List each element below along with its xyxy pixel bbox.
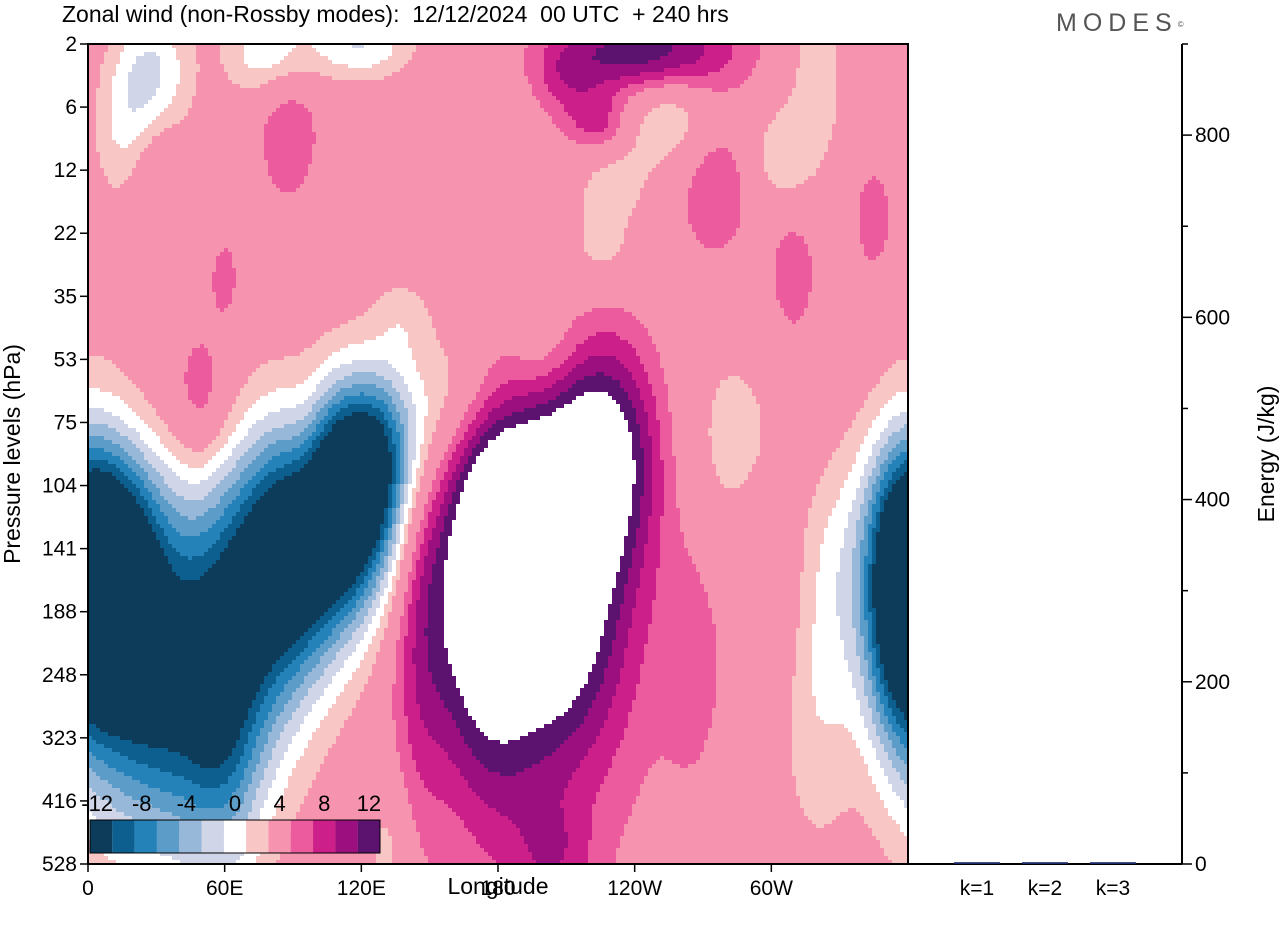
colorbar-swatch xyxy=(268,820,291,853)
logo-mark: © xyxy=(1177,20,1184,29)
colorbar: -12 -8 -4 0 4 8 12 xyxy=(81,791,381,854)
colorbar-swatch xyxy=(223,820,247,853)
x-tick-label: 60E xyxy=(206,877,243,900)
x-tick-label: 60W xyxy=(750,877,793,900)
energy-category-label: k=1 xyxy=(960,877,994,900)
colorbar-swatch xyxy=(335,820,358,853)
colorbar-label: -8 xyxy=(132,791,152,816)
colorbar-label: -12 xyxy=(81,791,113,816)
x-tick-label: 120W xyxy=(607,877,662,900)
logo-text: MODES xyxy=(1056,9,1178,37)
energy-bar xyxy=(1090,862,1136,864)
energy-bar xyxy=(1022,862,1068,864)
colorbar-frame xyxy=(89,819,381,854)
x-tick-label: 120E xyxy=(337,877,386,900)
modes-logo: MODES© xyxy=(1056,8,1184,38)
contour-field xyxy=(88,44,908,864)
y-tick-label: 2 xyxy=(65,33,77,56)
energy-tick-label: 0 xyxy=(1195,853,1207,876)
y-tick-label: 323 xyxy=(42,727,77,750)
colorbar-label: 12 xyxy=(357,791,381,816)
y-axis-title: Pressure levels (hPa) xyxy=(0,344,25,564)
colorbar-swatch xyxy=(112,820,135,853)
x-tick-label: 0 xyxy=(82,877,94,900)
y-tick-label: 6 xyxy=(65,96,77,119)
pressure-axis: 2 6 12 22 35 53 75 104 141 188 248 323 416 528 xyxy=(42,33,88,876)
energy-bar xyxy=(954,862,1000,864)
colorbar-swatch xyxy=(156,820,180,853)
chart-title: Zonal wind (non-Rossby modes): 12/12/202… xyxy=(62,1,729,27)
colorbar-swatch xyxy=(134,820,157,853)
y-tick-label: 248 xyxy=(42,664,77,687)
energy-tick-label: 200 xyxy=(1195,671,1230,694)
y-tick-label: 12 xyxy=(54,159,77,182)
energy-category-label: k=3 xyxy=(1096,877,1130,900)
energy-axis-title: Energy (J/kg) xyxy=(1253,386,1279,523)
y-tick-label: 22 xyxy=(54,222,77,245)
longitude-axis: 0 60E 120E 180 120W 60W xyxy=(82,864,793,900)
x-axis-title: Longitude xyxy=(447,873,548,899)
colorbar-swatch xyxy=(290,820,314,853)
y-tick-label: 528 xyxy=(42,853,77,876)
y-tick-label: 75 xyxy=(54,411,77,434)
y-tick-label: 188 xyxy=(42,601,77,624)
y-tick-label: 53 xyxy=(54,348,77,371)
colorbar-swatch xyxy=(357,820,380,853)
x-tick-label: 180 xyxy=(480,877,515,900)
colorbar-label: 8 xyxy=(318,791,330,816)
energy-tick-label: 400 xyxy=(1195,489,1230,512)
y-tick-label: 416 xyxy=(42,790,77,813)
colorbar-label: 0 xyxy=(229,791,241,816)
colorbar-swatch xyxy=(90,820,113,853)
colorbar-swatch xyxy=(201,820,224,853)
energy-category-label: k=2 xyxy=(1028,877,1062,900)
colorbar-label: -4 xyxy=(177,791,197,816)
energy-tick-label: 800 xyxy=(1195,124,1230,147)
y-tick-label: 104 xyxy=(42,475,77,498)
colorbar-label: 4 xyxy=(273,791,285,816)
y-tick-label: 141 xyxy=(42,538,77,561)
energy-tick-label: 600 xyxy=(1195,306,1230,329)
colorbar-swatch xyxy=(179,820,202,853)
energy-bars: 0 200 400 600 800 k=1 k=2 k=3 xyxy=(954,43,1230,900)
y-tick-label: 35 xyxy=(54,285,77,308)
colorbar-swatch xyxy=(313,820,336,853)
colorbar-swatch xyxy=(246,820,269,853)
